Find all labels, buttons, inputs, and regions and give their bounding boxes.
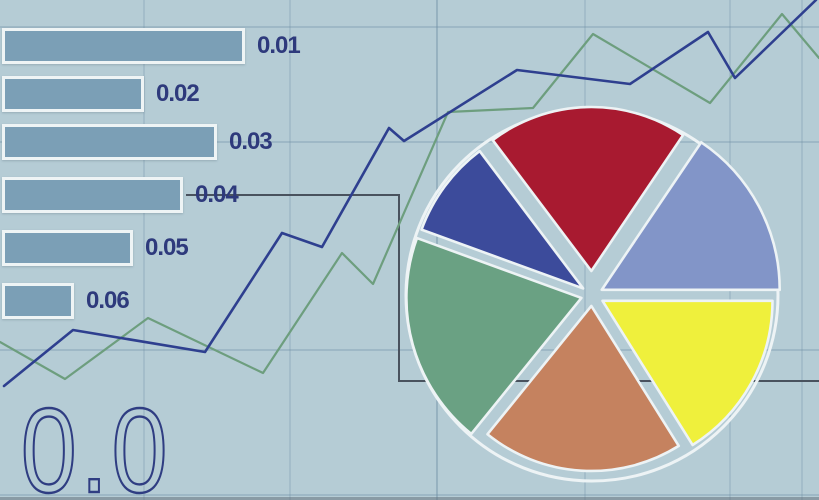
bar-label: 0.06 bbox=[86, 287, 130, 314]
line-navy-series bbox=[2, 0, 818, 388]
bar bbox=[2, 76, 144, 112]
bar bbox=[2, 177, 183, 213]
bar-label: 0.03 bbox=[229, 128, 273, 155]
bar-label: 0.01 bbox=[257, 32, 301, 59]
bar bbox=[2, 230, 133, 266]
pie-slice-green bbox=[405, 236, 583, 436]
pie-slice-navy bbox=[420, 149, 585, 290]
line-green-series bbox=[0, 12, 819, 381]
bar-label: 0.04 bbox=[195, 181, 239, 208]
bar bbox=[2, 283, 74, 319]
watermark-text: 0.0 bbox=[21, 385, 171, 500]
pie-slice-periwinkle bbox=[600, 140, 782, 292]
watermark-group: 0.0 bbox=[20, 384, 171, 500]
pie-chart bbox=[404, 105, 782, 483]
bar bbox=[2, 28, 245, 64]
pie-slice-terracotta bbox=[486, 304, 681, 473]
bar-label: 0.02 bbox=[156, 80, 200, 107]
bar bbox=[2, 124, 217, 160]
bar-label: 0.05 bbox=[145, 234, 189, 261]
pie-slice-yellow bbox=[601, 299, 774, 447]
line-chart bbox=[0, 0, 819, 388]
photo-edge-shadow bbox=[0, 497, 819, 500]
pie-slice-crimson bbox=[491, 105, 685, 273]
